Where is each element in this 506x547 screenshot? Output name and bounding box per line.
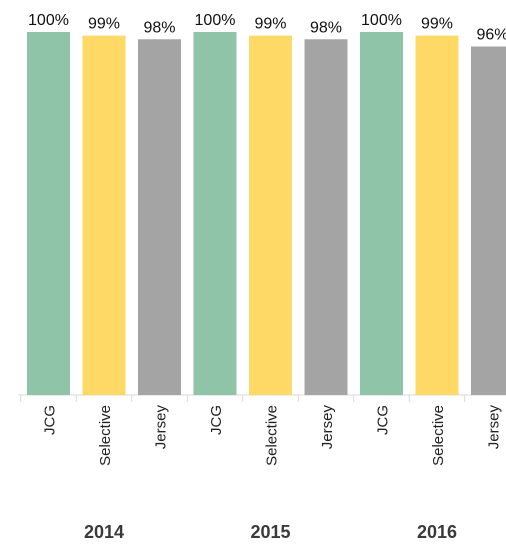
data-label: 99%	[254, 16, 286, 33]
tick-label-jersey: Jersey	[486, 405, 503, 450]
tick-label-jersey: Jersey	[319, 405, 336, 450]
tick-label-selective: Selective	[430, 405, 447, 466]
bar-jcg-2014	[27, 32, 70, 395]
tick-label-jcg: JCG	[208, 405, 225, 435]
bar-selective-2016	[415, 35, 459, 395]
tick-label-jersey: Jersey	[153, 405, 170, 450]
group-label-2015: 2015	[250, 522, 290, 542]
value-labels: 100% 99% 98% 100% 99% 98% 100% 99% 96%	[28, 12, 506, 44]
data-label: 99%	[421, 16, 453, 33]
data-label: 99%	[88, 16, 120, 33]
bar-selective-2015	[249, 35, 292, 395]
group-label-2016: 2016	[417, 522, 457, 542]
category-labels: JCG Selective Jersey JCG Selective Jersey JCG S…	[42, 405, 503, 466]
data-label: 100%	[195, 12, 236, 29]
tick-label-jcg: JCG	[375, 405, 392, 435]
group-label-2014: 2014	[84, 522, 124, 542]
bar-jcg-2016	[360, 32, 403, 395]
data-label: 100%	[361, 12, 402, 29]
bars	[27, 32, 506, 396]
bar-jersey-2014	[138, 39, 181, 395]
tick-label-jcg: JCG	[42, 405, 59, 435]
bar-jersey-2015	[304, 39, 348, 395]
group-labels: 2014 2015 2016	[84, 522, 457, 542]
data-label: 100%	[28, 12, 69, 29]
tick-label-selective: Selective	[264, 405, 281, 466]
data-label: 98%	[143, 19, 175, 36]
bar-jcg-2015	[193, 32, 237, 395]
bar-selective-2014	[82, 35, 126, 395]
bar-jersey-2016	[471, 46, 506, 396]
data-label: 98%	[310, 19, 342, 36]
axis-ticks	[20, 395, 466, 402]
data-label: 96%	[476, 27, 506, 44]
tick-label-selective: Selective	[97, 405, 114, 466]
